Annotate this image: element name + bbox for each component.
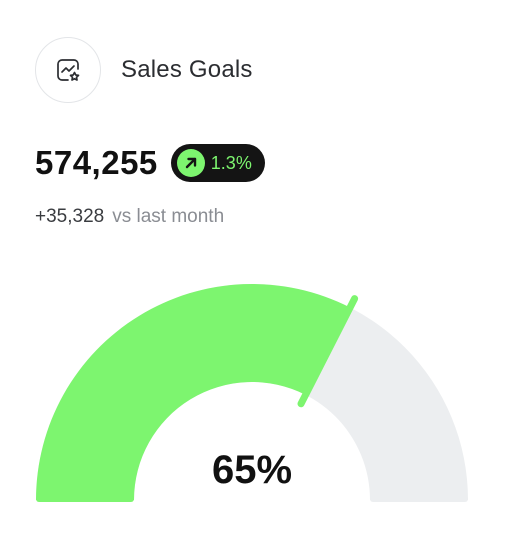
trend-badge: 1.3% xyxy=(170,144,265,182)
gauge-fill xyxy=(36,283,351,500)
gauge-percent-label: 65% xyxy=(211,448,293,492)
comparison-delta: +35,328 xyxy=(35,206,105,227)
metric-row: 574,255 1.3% xyxy=(35,144,265,182)
chart-star-icon[interactable] xyxy=(35,37,101,103)
trend-percent: 1.3% xyxy=(210,152,252,173)
arrow-up-right-icon xyxy=(176,149,205,177)
card-title: Sales Goals xyxy=(121,56,253,83)
gauge-marker xyxy=(297,295,359,408)
metric-value: 574,255 xyxy=(35,144,158,181)
gauge-track-base xyxy=(370,496,468,502)
comparison-label: vs last month xyxy=(112,206,225,227)
card-header: Sales Goals xyxy=(35,37,253,103)
comparison-row: +35,328 vs last month xyxy=(35,206,224,228)
gauge-fill-base xyxy=(36,496,134,502)
